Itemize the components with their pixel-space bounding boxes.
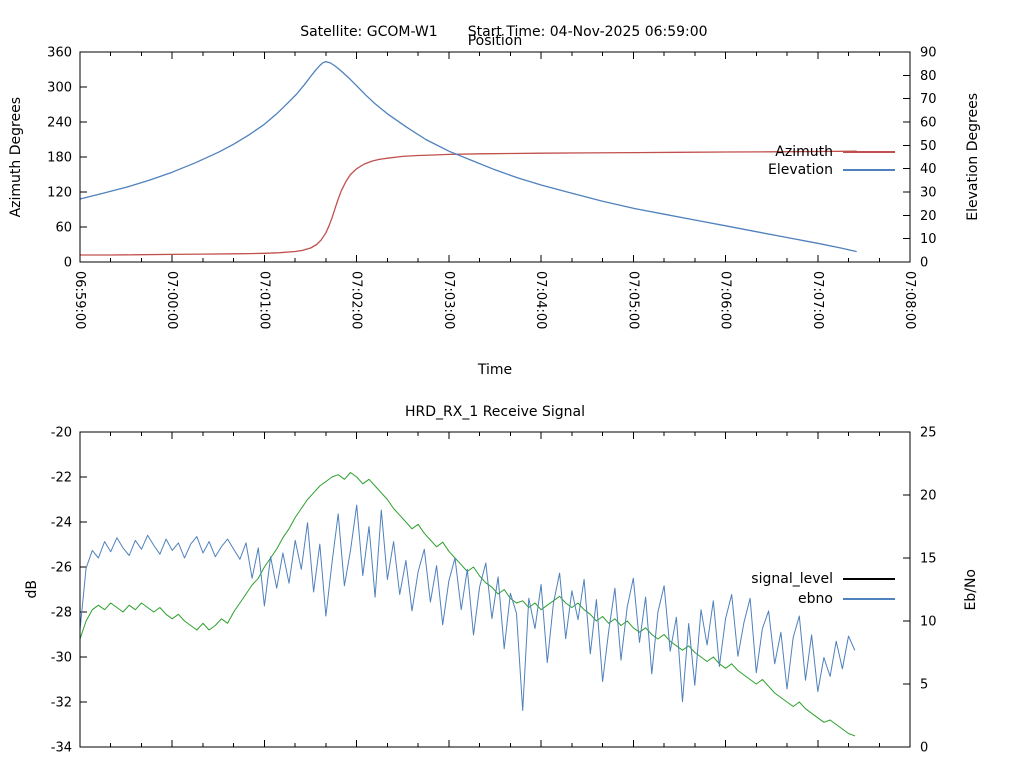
x-tick-label: 07:06:00 <box>718 271 733 329</box>
y-tick-label-left: -24 <box>51 516 72 531</box>
x-tick-label: 07:00:00 <box>164 271 179 329</box>
y-tick-label-right: 40 <box>920 162 937 177</box>
legend-line-elevation <box>843 169 895 171</box>
y-tick-label-left: 180 <box>47 151 72 166</box>
y-tick-label-left: 60 <box>55 221 72 236</box>
legend-line-azimuth <box>843 151 895 153</box>
y-tick-label-left: 240 <box>47 116 72 131</box>
y-tick-label-right: 0 <box>920 256 928 271</box>
x-tick-label: 07:03:00 <box>441 271 456 329</box>
y-tick-label-right: 25 <box>920 426 937 441</box>
start-time-label: Start Time: 04-Nov-2025 06:59:00 <box>467 24 708 40</box>
y-tick-label-left: -32 <box>51 696 72 711</box>
y-tick-label-right: 30 <box>920 186 937 201</box>
position-legend: Azimuth Elevation <box>768 143 895 179</box>
legend-label-elevation: Elevation <box>767 162 833 178</box>
legend-label-azimuth: Azimuth <box>775 144 833 160</box>
y-tick-label-right: 90 <box>920 46 937 61</box>
y-tick-label-right: 10 <box>920 232 937 247</box>
receive-signal-chart-title: HRD_RX_1 Receive Signal <box>405 404 585 420</box>
y-tick-label-right: 15 <box>920 552 937 567</box>
y-tick-label-left: 300 <box>47 81 72 96</box>
y-tick-label-right: 50 <box>920 139 937 154</box>
series-line-ebno <box>79 504 856 711</box>
y-tick-label-left: -34 <box>51 741 72 756</box>
legend-row-elevation: Elevation <box>768 161 895 179</box>
position-plot: 0 60 120 180 240 300 360 0 10 20 30 40 50 60 70 80 90 06:… <box>47 46 937 330</box>
legend-row-signal-level: signal_level <box>751 569 895 589</box>
legend-line-ebno <box>843 598 895 600</box>
y-tick-label-left: -20 <box>51 426 72 441</box>
receive-signal-plot: -34 -32 -30 -28 -26 -24 -22 -20 0 5 10 15 20 25 <box>51 426 937 756</box>
y-tick-label-right: 80 <box>920 69 937 84</box>
plot-border <box>79 51 911 263</box>
y-tick-label-left: -26 <box>51 561 72 576</box>
y-tick-label-right: 20 <box>920 209 937 224</box>
series-line-signal_level <box>79 472 856 737</box>
series-line-azimuth <box>79 150 857 256</box>
x-tick-label: 07:01:00 <box>256 271 271 329</box>
y-tick-label-right: 20 <box>920 489 937 504</box>
y-tick-label-left: 0 <box>64 256 72 271</box>
position-chart-title: Position <box>467 33 523 49</box>
y-tick-label-left: -30 <box>51 651 72 666</box>
x-tick-label: 07:02:00 <box>349 271 364 329</box>
legend-label-signal-level: signal_level <box>751 571 833 587</box>
legend-row-ebno: ebno <box>751 589 895 609</box>
x-tick-label: 07:07:00 <box>810 271 825 329</box>
x-tick-label: 07:05:00 <box>625 271 640 329</box>
x-tick-label: 07:04:00 <box>533 271 548 329</box>
legend-label-ebno: ebno <box>798 591 833 607</box>
y-tick-label-right: 70 <box>920 92 937 107</box>
plot-border <box>79 431 911 748</box>
legend-line-signal-level <box>843 578 895 580</box>
y-tick-label-right: 10 <box>920 615 937 630</box>
x-tick-label: 06:59:00 <box>72 271 87 329</box>
series-line-elevation <box>79 60 857 253</box>
receive-signal-legend: signal_level ebno <box>751 569 895 609</box>
y-tick-label-left: 120 <box>47 186 72 201</box>
time-axis-label: Time <box>477 362 513 378</box>
satellite-label: Satellite: GCOM-W1 <box>300 24 438 40</box>
page-title: Satellite: GCOM-W1 Start Time: 04-Nov-202… <box>0 8 990 56</box>
y-tick-label-right: 60 <box>920 116 937 131</box>
y-tick-label-left: -22 <box>51 471 72 486</box>
y-tick-label-left: -28 <box>51 606 72 621</box>
legend-row-azimuth: Azimuth <box>768 143 895 161</box>
y-tick-label-right: 5 <box>920 678 928 693</box>
y-tick-label-left: 360 <box>47 46 72 61</box>
x-tick-label: 07:08:00 <box>902 271 917 329</box>
y-tick-label-right: 0 <box>920 741 928 756</box>
